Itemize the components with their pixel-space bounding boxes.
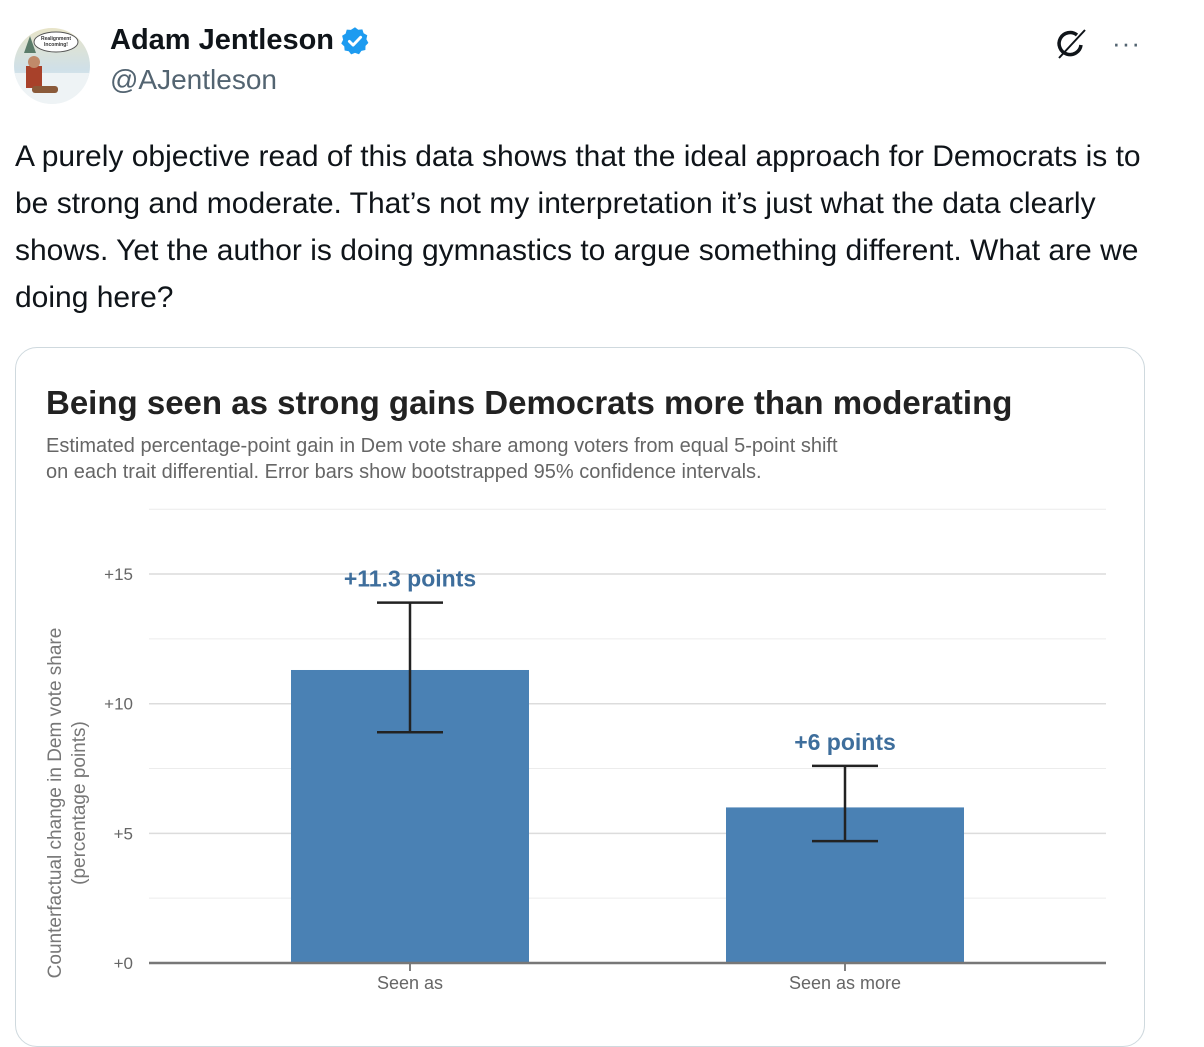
- tweet-text: A purely objective read of this data sho…: [15, 140, 1141, 314]
- avatar[interactable]: Realignment Incoming!: [14, 28, 90, 104]
- avatar-speech-bubble-text: Realignment Incoming!: [40, 36, 71, 48]
- more-options-button[interactable]: ···: [1112, 28, 1141, 58]
- author-name[interactable]: Adam Jentleson: [110, 24, 370, 57]
- data-label: +11.3 points: [344, 566, 476, 592]
- y-axis-title-line: Counterfactual change in Dem vote share: [45, 628, 66, 979]
- x-tick-label: Seen as: [377, 973, 443, 993]
- y-axis-title: Counterfactual change in Dem vote share(…: [45, 628, 90, 979]
- author-handle[interactable]: @AJentleson: [110, 64, 277, 95]
- chart-title: Being seen as strong gains Democrats mor…: [46, 384, 1013, 421]
- y-tick-label: +15: [104, 565, 133, 584]
- verified-badge-icon: [341, 26, 369, 54]
- data-label: +6 points: [794, 729, 896, 755]
- y-tick-label: +10: [104, 695, 133, 714]
- y-tick-label: +5: [114, 824, 133, 843]
- chart-subtitle-line: on each trait differential. Error bars s…: [46, 461, 762, 483]
- x-tick-label: Seen as more: [789, 973, 901, 993]
- grok-icon[interactable]: [1055, 27, 1089, 66]
- chart-subtitle: Estimated percentage-point gain in Dem v…: [46, 433, 1046, 485]
- y-axis-title-line: (percentage points): [69, 721, 90, 885]
- avatar-image: [14, 31, 90, 104]
- bar-chart: +0 +5 +10 +15 Counterfactual change in Dem v…: [45, 508, 1106, 993]
- y-tick-label: +0: [114, 954, 133, 973]
- chart-image-card[interactable]: Being seen as strong gains Democrats mor…: [15, 347, 1145, 1047]
- chart-subtitle-line: Estimated percentage-point gain in Dem v…: [46, 435, 838, 457]
